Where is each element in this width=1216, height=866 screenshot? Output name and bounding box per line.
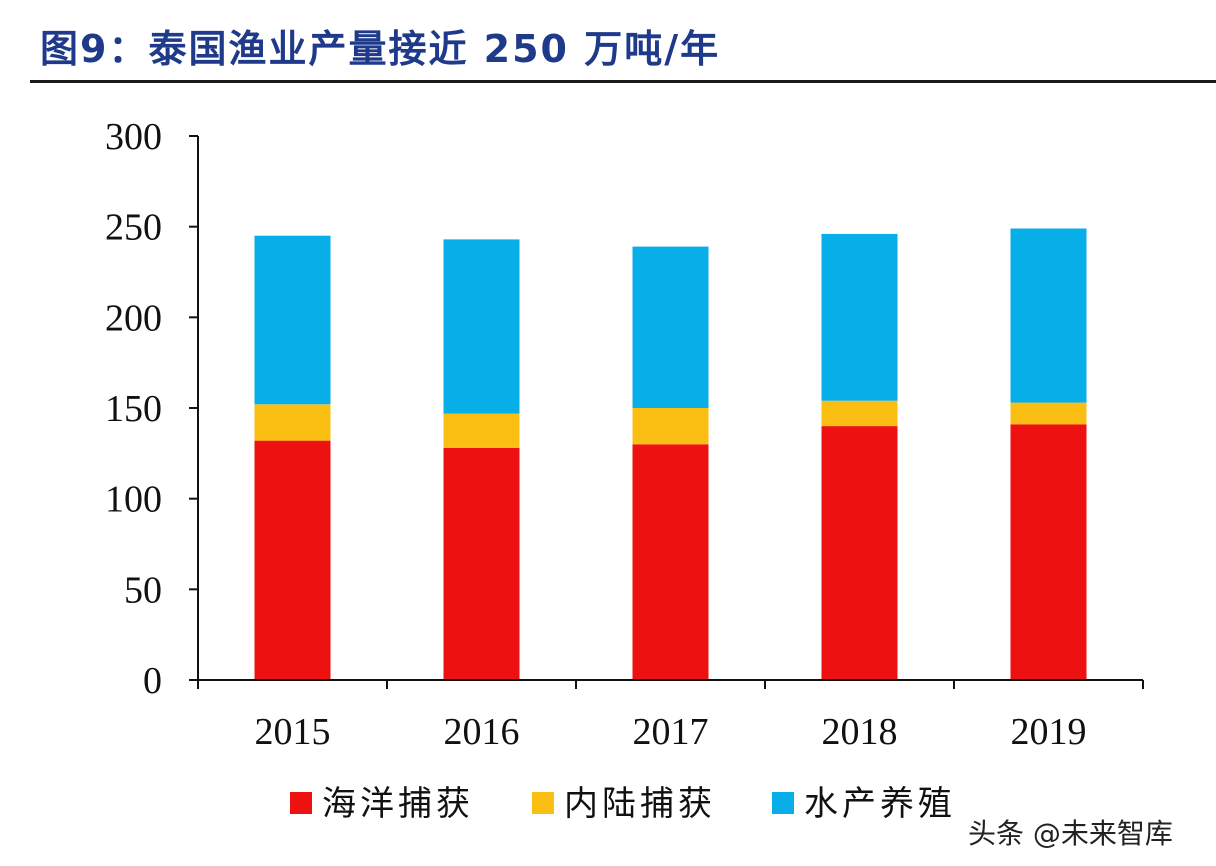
y-tick-label: 150 <box>105 388 162 430</box>
watermark: 头条 @未来智库 <box>968 817 1173 850</box>
legend: 海洋捕获 内陆捕获 水产养殖 <box>290 784 956 824</box>
bar-2019-series-0 <box>1010 424 1087 680</box>
bar-2019-series-2 <box>1010 228 1087 403</box>
bar-2017-series-2 <box>632 246 709 408</box>
legend-label-0: 海洋捕获 <box>322 784 474 824</box>
y-tick-label: 300 <box>105 116 162 158</box>
bar-2015-series-0 <box>254 440 331 680</box>
bar-2019-series-1 <box>1010 402 1087 425</box>
x-tick-label: 2019 <box>1011 711 1087 753</box>
title-divider <box>30 80 1216 83</box>
chart-title: 图9：泰国渔业产量接近 250 万吨/年 <box>40 27 721 71</box>
bar-2018-series-0 <box>821 426 898 680</box>
legend-swatch-0 <box>290 792 312 814</box>
x-tick-label: 2016 <box>444 711 520 753</box>
x-tick-label: 2015 <box>255 711 331 753</box>
bar-2015-series-2 <box>254 235 331 405</box>
y-tick-label: 0 <box>143 660 162 702</box>
x-tick-label: 2018 <box>822 711 898 753</box>
legend-swatch-2 <box>772 792 794 814</box>
bar-2017-series-0 <box>632 444 709 680</box>
y-tick-label: 200 <box>105 297 162 339</box>
y-tick-label: 50 <box>124 569 162 611</box>
axes-group <box>189 135 1144 689</box>
y-tick-label: 250 <box>105 207 162 249</box>
legend-label-2: 水产养殖 <box>804 784 956 824</box>
x-tick-label: 2017 <box>633 711 709 753</box>
legend-label-1: 内陆捕获 <box>564 784 716 824</box>
bar-2018-series-1 <box>821 400 898 427</box>
bars-group <box>254 228 1087 680</box>
y-tick-label: 100 <box>105 479 162 521</box>
bar-2016-series-0 <box>443 447 520 680</box>
legend-swatch-1 <box>532 792 554 814</box>
x-tick-labels: 2015 2016 2017 2018 2019 <box>255 711 1087 753</box>
bar-2016-series-1 <box>443 413 520 448</box>
bar-2017-series-1 <box>632 408 709 445</box>
bar-2016-series-2 <box>443 239 520 414</box>
bar-2015-series-1 <box>254 404 331 441</box>
bar-2018-series-2 <box>821 233 898 401</box>
y-tick-labels: 0 50 100 150 200 250 300 <box>105 116 162 702</box>
